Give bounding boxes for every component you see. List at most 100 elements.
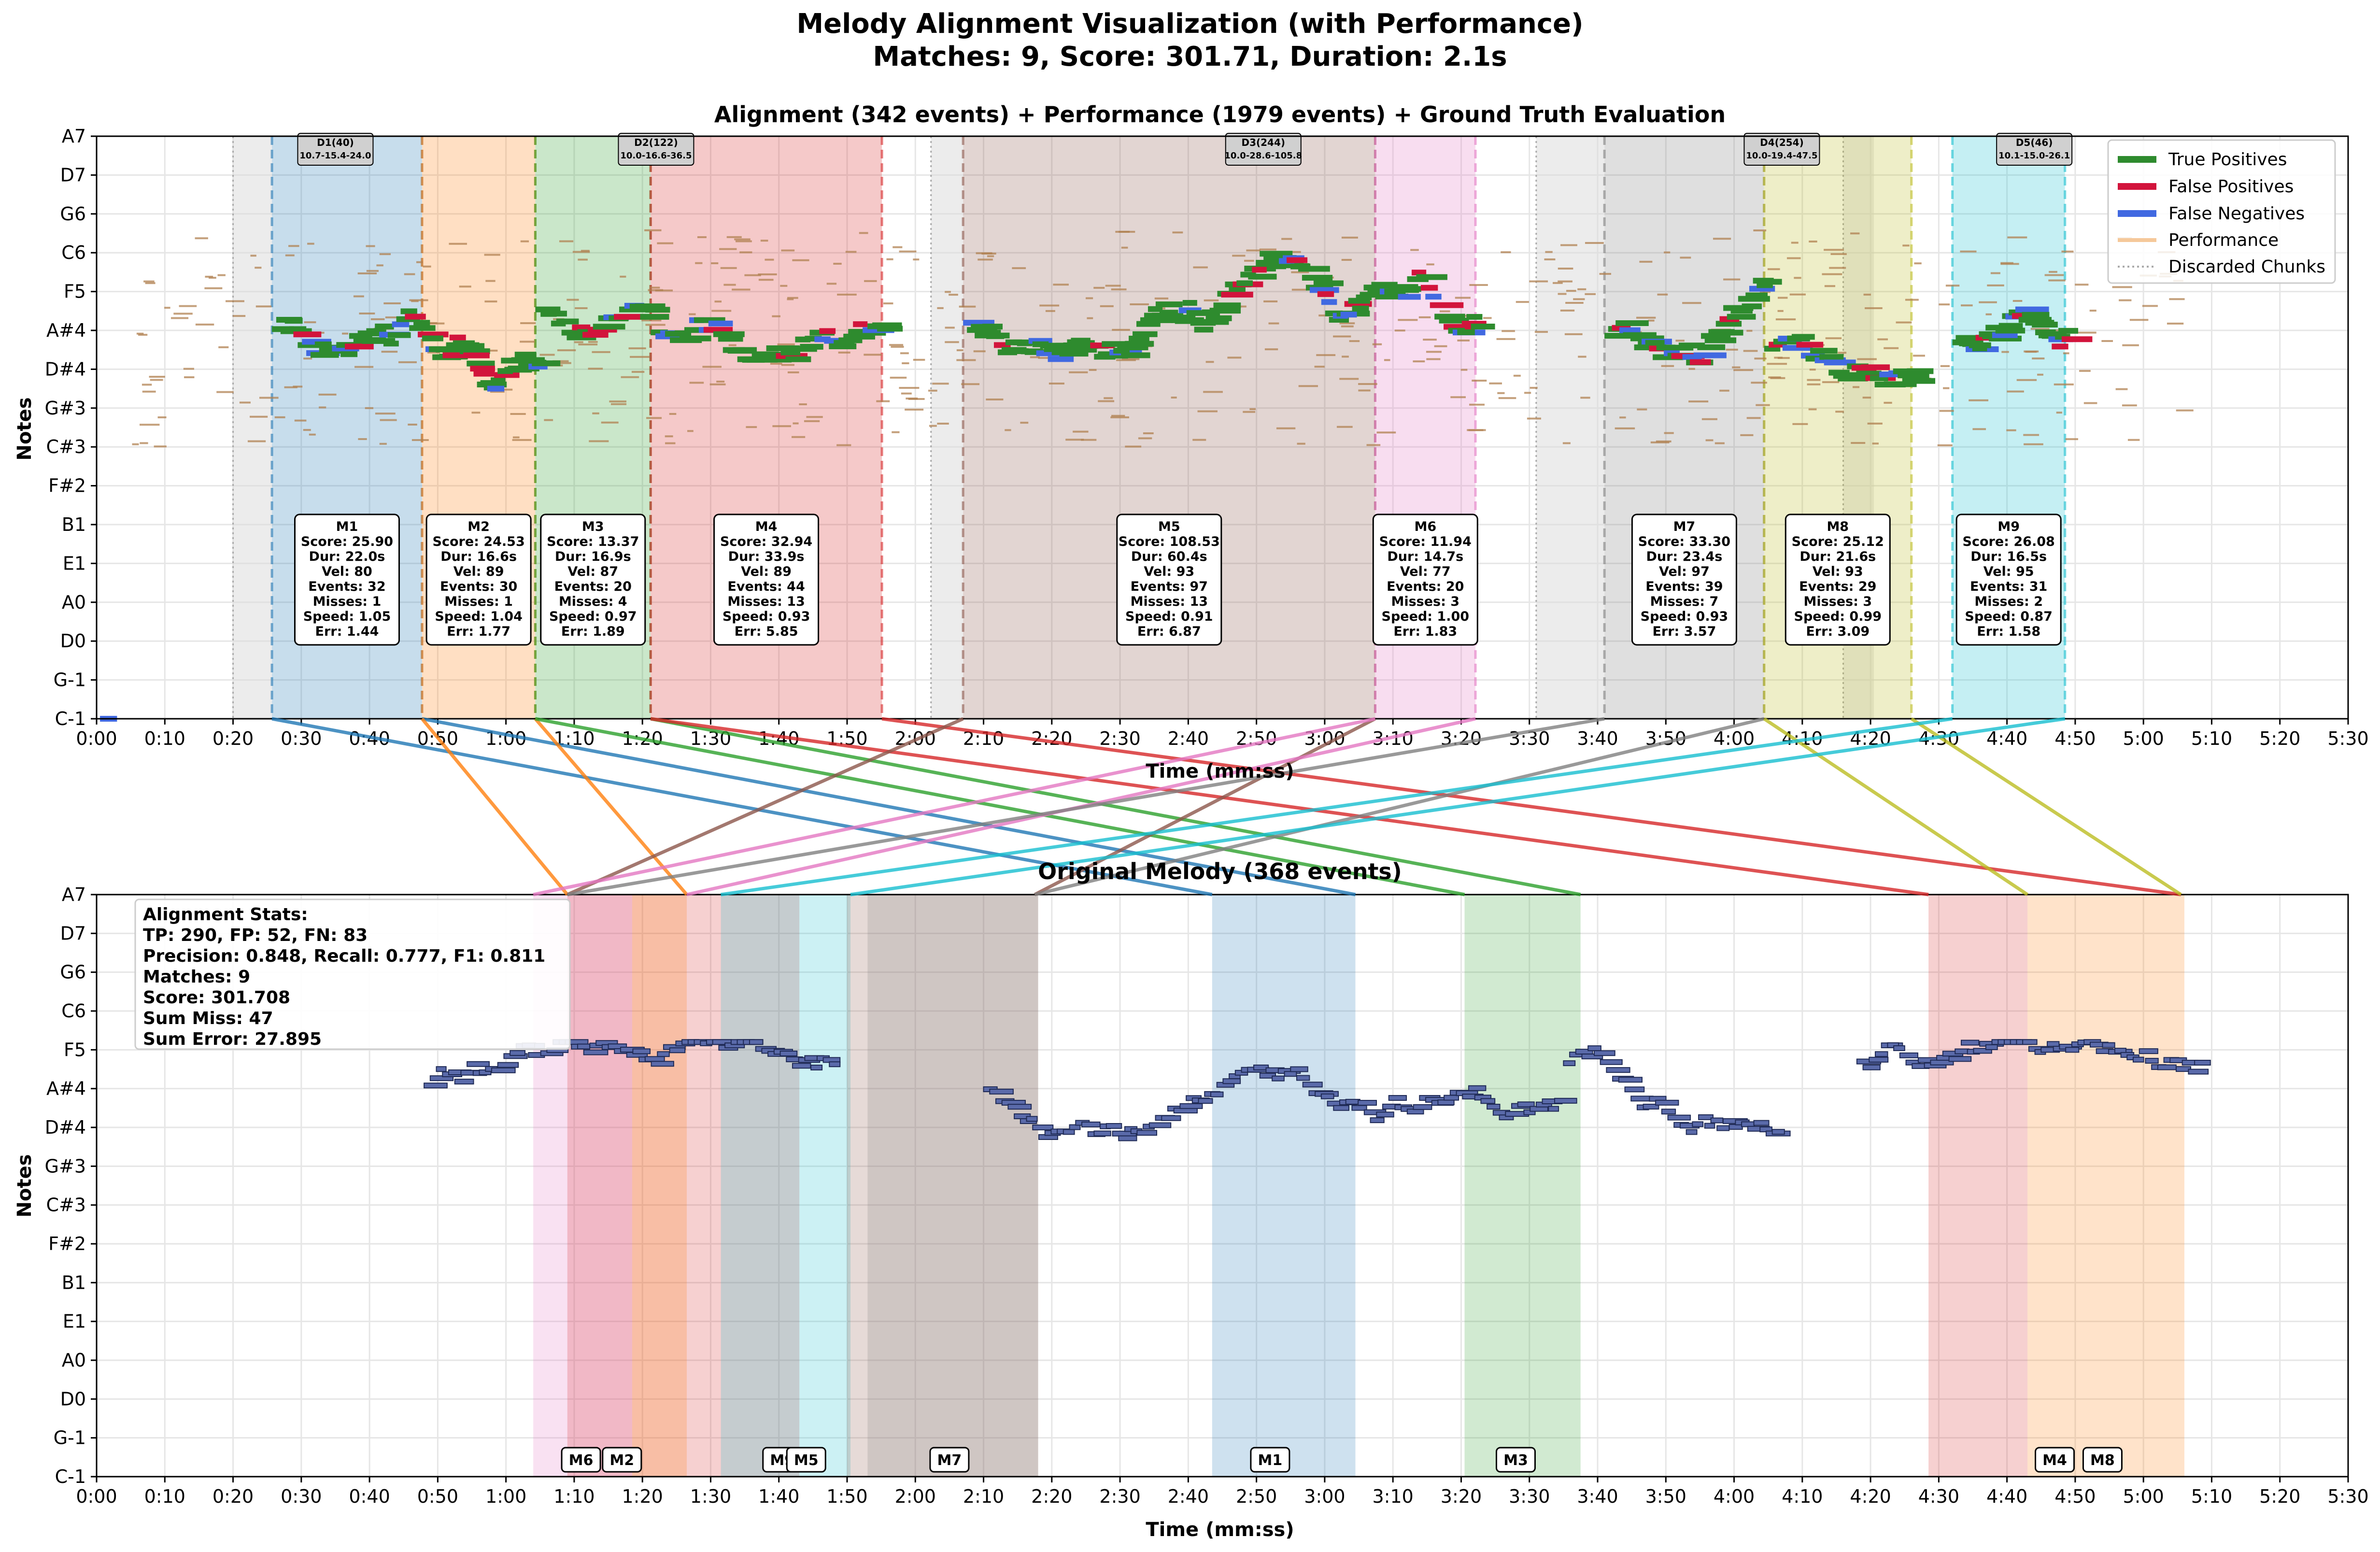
- y-tick-label: G-1: [54, 669, 86, 691]
- connector-start-m6: [533, 717, 1376, 897]
- y-tick-label: F5: [64, 281, 86, 302]
- y-tick-label: C-1: [55, 708, 86, 729]
- y-tick-label: A#4: [46, 320, 86, 341]
- alignment-x-label: Time (mm:ss): [1146, 760, 1294, 783]
- x-tick-label: 4:30: [1918, 1486, 1959, 1507]
- x-tick-label: 0:00: [76, 728, 117, 749]
- match-info-text: Misses: 7: [1650, 594, 1719, 609]
- original-region: [2027, 895, 2184, 1477]
- original-note: [454, 1079, 474, 1085]
- original-region: [1212, 895, 1356, 1477]
- alignment-panel-title: Alignment (342 events) + Performance (19…: [714, 101, 1726, 128]
- match-info-text: Score: 33.30: [1638, 534, 1730, 549]
- match-info-text: Events: 97: [1131, 579, 1208, 594]
- original-note: [1032, 1125, 1054, 1131]
- connector-start-m3: [535, 717, 1465, 897]
- match-info-text: Speed: 0.93: [722, 609, 810, 624]
- original-note: [1563, 1060, 1576, 1067]
- x-tick-label: 4:20: [1850, 1486, 1891, 1507]
- match-info-text: Score: 25.90: [301, 534, 393, 549]
- original-note: [2102, 1042, 2115, 1048]
- chunk-label-box: [1743, 133, 1820, 166]
- original-note: [1960, 1039, 1980, 1046]
- original-x-label: Time (mm:ss): [1146, 1519, 1294, 1541]
- region-label: M5: [794, 1452, 819, 1469]
- legend-label-fn: False Negatives: [2168, 204, 2305, 224]
- original-note: [1358, 1100, 1377, 1106]
- match-info-text: Score: 11.94: [1379, 534, 1472, 549]
- match-info-text: M3: [582, 519, 604, 534]
- match-info-text: Err: 1.44: [315, 624, 379, 639]
- x-tick-label: 2:50: [1236, 1486, 1277, 1507]
- region-label: M6: [569, 1452, 594, 1469]
- region-label: M7: [937, 1452, 962, 1469]
- x-tick-label: 1:20: [622, 1486, 663, 1507]
- original-note: [1698, 1114, 1714, 1120]
- y-tick-label: C#3: [46, 1195, 86, 1216]
- x-tick-label: 5:00: [2123, 1486, 2164, 1507]
- original-note: [1388, 1095, 1407, 1101]
- y-tick-label: A7: [62, 884, 86, 905]
- x-tick-label: 1:10: [553, 1486, 595, 1507]
- original-note: [1955, 1048, 1969, 1054]
- x-tick-label: 5:20: [2259, 1486, 2300, 1507]
- match-info-text: Err: 5.85: [735, 624, 798, 639]
- stats-frame: [134, 898, 571, 1050]
- original-note: [1517, 1101, 1535, 1108]
- x-tick-label: 5:30: [2327, 728, 2368, 749]
- region-label: M1: [1258, 1452, 1283, 1469]
- connector-end-m7: [1034, 717, 1765, 897]
- x-tick-label: 0:50: [417, 1486, 458, 1507]
- match-info-text: Misses: 3: [1391, 594, 1459, 609]
- figure-subtitle: Matches: 9, Score: 301.71, Duration: 2.1…: [873, 41, 1507, 72]
- match-info-text: Events: 20: [1387, 579, 1464, 594]
- x-tick-label: 0:00: [76, 1486, 117, 1507]
- x-tick-label: 0:20: [212, 1486, 254, 1507]
- original-note: [424, 1082, 448, 1089]
- x-tick-label: 4:50: [2054, 1486, 2096, 1507]
- original-note: [577, 1043, 591, 1050]
- stats-line-2: Precision: 0.848, Recall: 0.777, F1: 0.8…: [143, 946, 545, 966]
- y-tick-label: G6: [60, 962, 86, 983]
- original-region: [867, 895, 1038, 1477]
- original-note: [1437, 1099, 1455, 1106]
- match-info-box: [1955, 513, 2062, 646]
- original-note: [2157, 1064, 2177, 1070]
- original-note: [1296, 1075, 1310, 1081]
- x-tick-label: 3:00: [1304, 1486, 1345, 1507]
- original-note: [1655, 1099, 1679, 1106]
- match-info-text: Events: 30: [440, 579, 517, 594]
- original-note: [1973, 1048, 1992, 1054]
- original-note: [1081, 1121, 1101, 1127]
- match-info-text: Misses: 13: [1131, 594, 1208, 609]
- x-tick-label: 5:10: [2191, 728, 2232, 749]
- x-tick-label: 4:00: [1714, 728, 1755, 749]
- alignment-stats-box: Alignment Stats: TP: 290, FP: 52, FN: 83…: [134, 898, 571, 1050]
- region-label-box: [561, 1447, 601, 1473]
- y-tick-label: C6: [61, 242, 86, 263]
- match-info-text: Score: 24.53: [433, 534, 525, 549]
- match-info-text: Misses: 1: [444, 594, 513, 609]
- match-info-text: Dur: 33.9s: [728, 549, 805, 564]
- legend: True Positives False Positives False Neg…: [2107, 139, 2336, 284]
- chunk-label-box: [618, 133, 694, 166]
- original-note: [1587, 1045, 1601, 1052]
- chunk-range: 10.0-19.4-47.5: [1746, 151, 1817, 161]
- original-note: [1229, 1073, 1241, 1080]
- original-note: [1302, 1082, 1323, 1088]
- original-note: [1862, 1064, 1881, 1070]
- original-note: [1753, 1120, 1770, 1126]
- original-note: [2188, 1068, 2209, 1075]
- match-info-text: Dur: 16.5s: [1970, 549, 2047, 564]
- match-info-text: Err: 3.09: [1806, 624, 1870, 639]
- chunk-label: D3(244): [1241, 137, 1285, 148]
- match-info-text: Score: 13.37: [547, 534, 639, 549]
- original-note: [1487, 1104, 1501, 1110]
- stats-line-1: TP: 290, FP: 52, FN: 83: [143, 926, 368, 945]
- connector-start-m4: [650, 717, 1929, 897]
- original-note: [467, 1061, 490, 1067]
- original-note: [2139, 1048, 2158, 1054]
- match-info-text: M6: [1414, 519, 1436, 534]
- plot-frame: [96, 894, 2349, 1478]
- match-info-box: [540, 513, 646, 646]
